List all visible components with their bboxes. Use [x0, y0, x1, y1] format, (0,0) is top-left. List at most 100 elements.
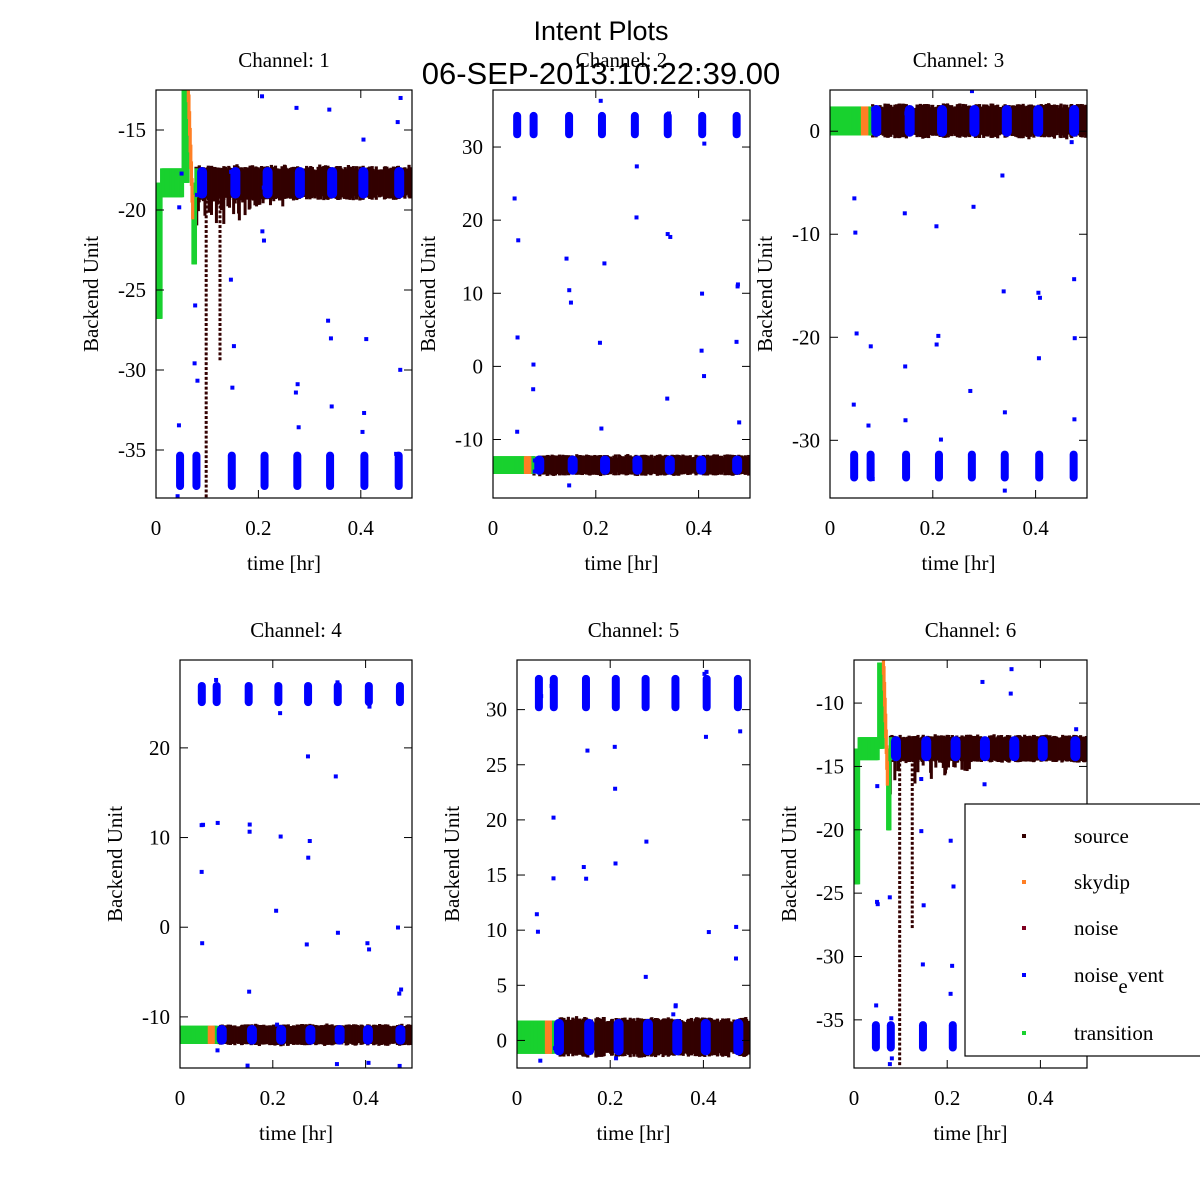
noise-event-cluster	[663, 111, 672, 139]
noise-event-mark	[362, 410, 367, 415]
source-mark	[898, 876, 902, 880]
source-mark	[898, 964, 902, 968]
source-mark	[218, 322, 222, 326]
series-noise-event	[534, 669, 744, 1063]
source-mark	[218, 225, 222, 229]
noise-event-ring	[904, 105, 915, 137]
plot-frame	[179, 659, 413, 1069]
panel-title: Channel: 3	[913, 48, 1005, 72]
transition-mark	[193, 182, 198, 265]
source-mark	[898, 783, 902, 787]
source-mark	[204, 474, 208, 478]
source-mark	[898, 822, 902, 826]
x-tick-label: 0.4	[1027, 1086, 1054, 1110]
noise-event-mark	[245, 1063, 250, 1068]
noise-event-mark	[982, 782, 987, 787]
noise-event-ring	[871, 105, 882, 137]
noise-event-mark	[549, 683, 554, 688]
source-mark	[218, 205, 222, 209]
noise-event-mark	[1009, 667, 1014, 672]
noise-event-mark	[738, 729, 743, 734]
source-mark	[898, 1008, 902, 1012]
noise-event-mark	[534, 912, 539, 917]
source-mark	[204, 489, 208, 493]
skydip-mark	[884, 729, 888, 754]
plot-area	[156, 90, 412, 498]
noise-event-mark	[584, 876, 589, 881]
plot-area	[517, 669, 750, 1063]
plot-frame	[155, 89, 413, 499]
source-mark	[898, 1022, 902, 1026]
noise-event-mark	[1072, 417, 1077, 422]
noise-event-mark	[948, 991, 953, 996]
source-mark	[910, 773, 914, 777]
source-mark	[898, 758, 902, 762]
noise-event-mark	[699, 348, 704, 353]
noise-event-cluster	[886, 1021, 895, 1052]
skydip-mark	[188, 127, 192, 153]
noise-event-cluster	[244, 681, 253, 707]
x-tick-label: 0	[825, 516, 836, 540]
noise-event-mark	[296, 425, 301, 430]
source-mark	[204, 367, 208, 371]
noise-event-mark	[854, 331, 859, 336]
skydip-mark	[528, 456, 532, 474]
source-mark	[898, 861, 902, 865]
source-mark	[218, 220, 222, 224]
y-tick-label: -25	[118, 278, 146, 302]
x-axis-label: time [hr]	[596, 1121, 670, 1145]
noise-event-mark	[870, 477, 875, 482]
source-mark	[218, 274, 222, 278]
source-mark	[204, 342, 208, 346]
legend-marker-source	[1022, 834, 1026, 838]
noise-event-mark	[328, 336, 333, 341]
noise-event-mark	[305, 754, 310, 759]
source-mark	[898, 1062, 902, 1066]
skydip-mark	[885, 745, 889, 770]
source-mark	[204, 479, 208, 483]
source-mark	[204, 274, 208, 278]
noise-event-cluster	[192, 451, 201, 490]
y-axis-label: Backend Unit	[753, 236, 777, 352]
source-mark	[898, 900, 902, 904]
source-mark	[204, 327, 208, 331]
y-tick-label: -10	[142, 1005, 170, 1029]
source-mark	[218, 234, 222, 238]
noise-event-mark	[634, 164, 639, 169]
source-mark	[898, 895, 902, 899]
noise-event-mark	[736, 688, 741, 693]
source-mark	[218, 200, 222, 204]
noise-event-mark	[887, 895, 892, 900]
source-mark	[910, 895, 914, 899]
noise-event-mark	[367, 947, 372, 952]
source-mark	[218, 264, 222, 268]
source-mark	[218, 337, 222, 341]
noise-event-mark	[398, 95, 403, 100]
source-mark	[898, 954, 902, 958]
source-mark	[204, 303, 208, 307]
noise-event-cluster	[565, 111, 574, 139]
noise-event-cluster	[1035, 450, 1044, 482]
y-axis-label: Backend Unit	[103, 806, 127, 922]
source-mark	[898, 944, 902, 948]
source-mark	[910, 925, 914, 929]
noise-event-mark	[700, 291, 705, 296]
noise-event-cluster	[260, 451, 269, 490]
noise-event-mark	[192, 361, 197, 366]
noise-event-mark	[366, 1060, 371, 1065]
noise-event-mark	[902, 211, 907, 216]
x-tick-label: 0.4	[1022, 516, 1049, 540]
noise-event-ring	[937, 105, 948, 137]
noise-event-mark	[853, 230, 858, 235]
source-mark	[898, 949, 902, 953]
skydip-mark	[191, 194, 195, 220]
noise-event-mark	[1002, 410, 1007, 415]
source-mark	[910, 778, 914, 782]
noise-event-ring	[262, 166, 273, 199]
y-tick-label: 0	[473, 354, 484, 378]
noise-event-mark	[516, 238, 521, 243]
source-mark	[218, 347, 222, 351]
noise-event-cluster	[534, 674, 543, 712]
series-skydip	[860, 106, 869, 136]
